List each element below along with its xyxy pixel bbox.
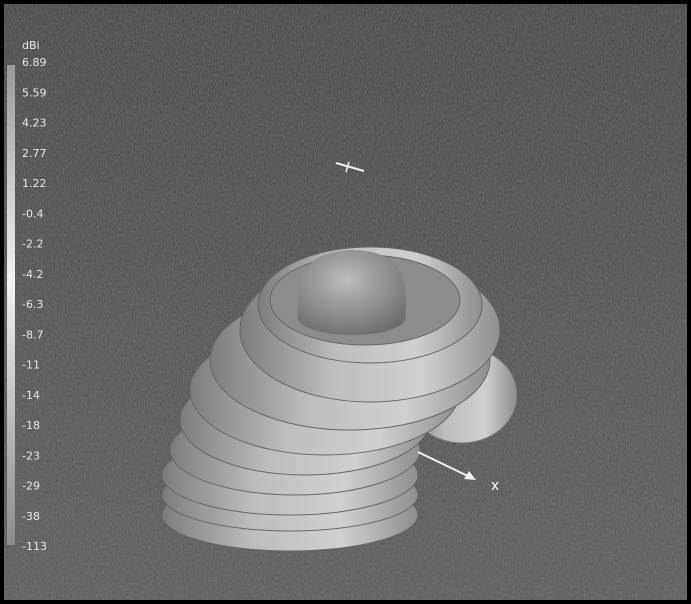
colorbar-unit: dBi <box>22 39 40 52</box>
colorbar-label: -18 <box>22 419 40 432</box>
colorbar-label: 5.59 <box>22 86 47 99</box>
colorbar-label: -29 <box>22 480 40 493</box>
colorbar-label: 4.23 <box>22 117 47 130</box>
colorbar-label: -8.7 <box>22 328 43 341</box>
colorbar-label: -6.3 <box>22 298 43 311</box>
colorbar-label: -23 <box>22 449 40 462</box>
colorbar-label: 1.22 <box>22 177 47 190</box>
y-axis-indicator <box>335 161 365 173</box>
colorbar-label: -14 <box>22 389 40 402</box>
colorbar-labels: 6.89 5.59 4.23 2.77 1.22 -0.4 -2.2 -4.2 -6.3 -8.7… <box>22 56 47 553</box>
colorbar-label: -2.2 <box>22 238 43 251</box>
radiation-pattern <box>161 246 518 552</box>
colorbar-label: -0.4 <box>22 207 43 220</box>
colorbar-label: -4.2 <box>22 268 43 281</box>
axis-label: x <box>491 478 499 494</box>
colorbar-label: -38 <box>22 510 40 523</box>
colorbar-label: 2.77 <box>22 147 47 160</box>
x-axis-indicator: x <box>417 451 499 494</box>
colorbar-label: -113 <box>22 540 47 553</box>
colorbar-label: -11 <box>22 359 40 372</box>
colorbar <box>7 65 15 545</box>
colorbar-label: 6.89 <box>22 56 47 69</box>
